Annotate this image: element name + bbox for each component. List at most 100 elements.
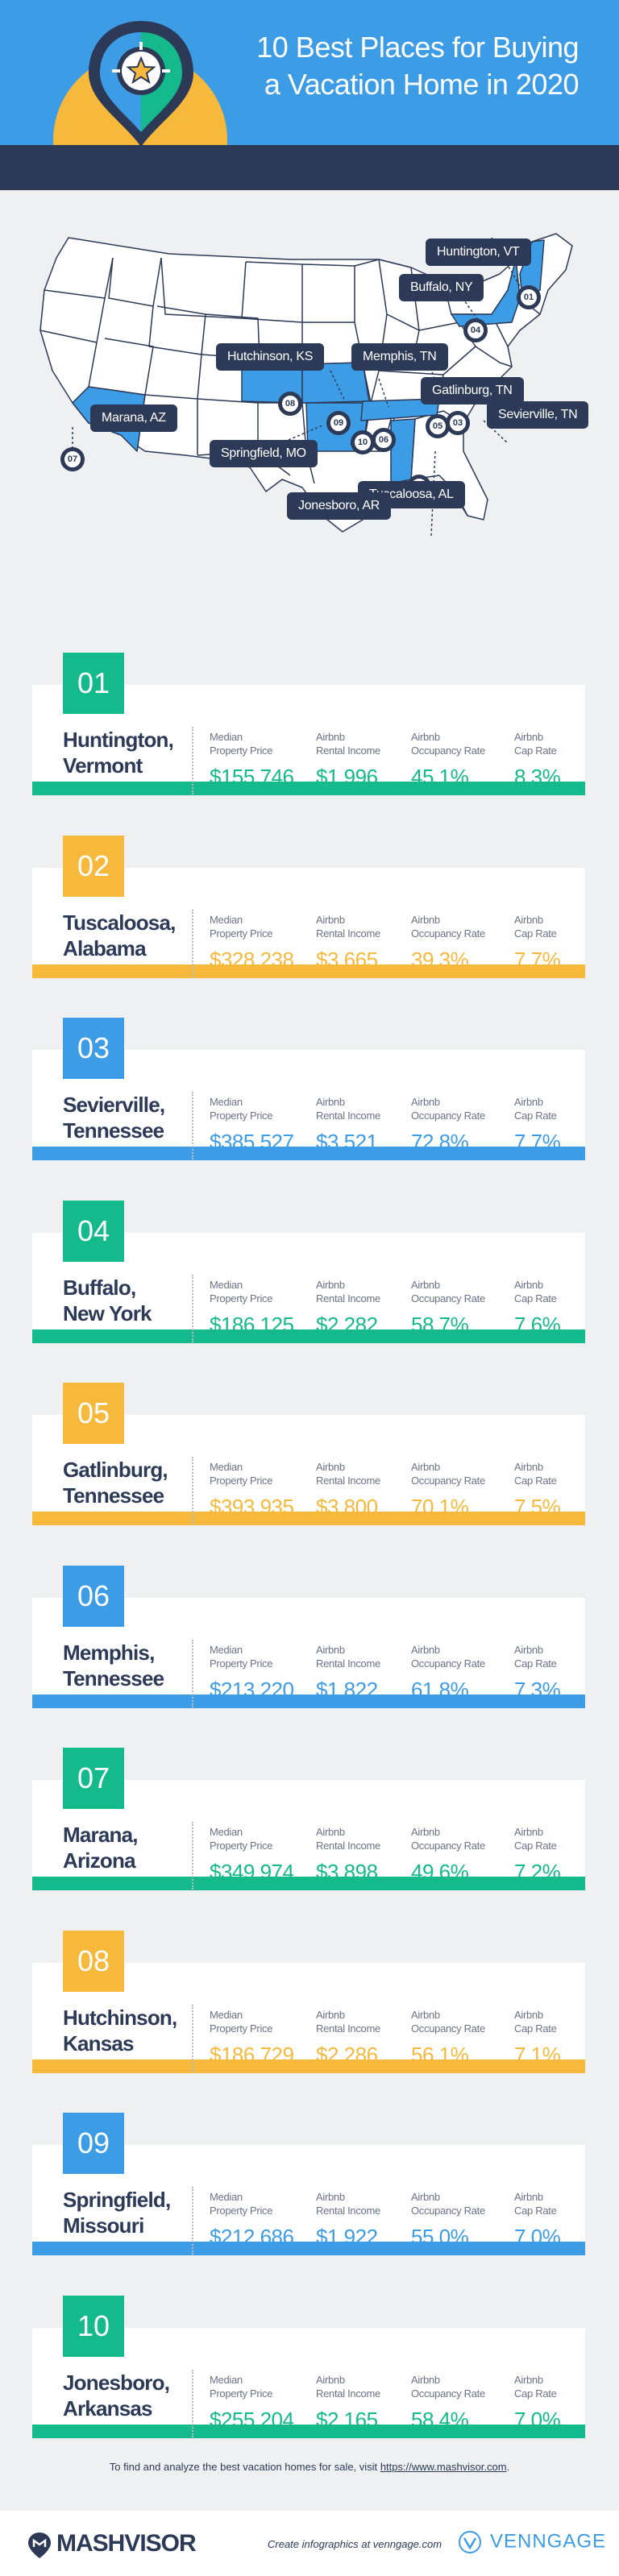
stat-cap: Airbnb Cap Rate 7.6% [514,1278,561,1339]
stat-value-price: $255,204 [210,2408,294,2432]
stat-occupancy: Airbnb Occupancy Rate 49.6% [411,1825,485,1886]
place-card: 05 Gatlinburg, Tennessee Median Property Pri… [32,1383,585,1526]
stat-value-income: $1,922 [316,2225,378,2249]
place-name: Hutchinson, Kansas [63,2005,184,2056]
stat-label-line-1: Airbnb [316,2009,345,2021]
stat-label-line-2: Cap Rate [514,745,557,757]
map-label-gatlinburg: Gatlinburg, TN [421,377,524,404]
stat-occupancy: Airbnb Occupancy Rate 58.4% [411,2373,485,2434]
map-marker-09[interactable]: 09 [326,411,351,435]
place-name: Gatlinburg, Tennessee [63,1457,184,1508]
stat-income: Airbnb Rental Income $1,822 [316,1643,380,1704]
stat-price: Median Property Price $212,686 [210,2190,294,2251]
mashvisor-logo[interactable]: MASHVISOR [27,2530,197,2558]
state-name: Arkansas [63,2396,152,2420]
stat-label-line-2: Rental Income [316,1840,380,1852]
map-marker-04[interactable]: 04 [463,318,488,342]
state-name: Vermont [63,753,143,778]
stat-value-income: $3,521 [316,1130,378,1154]
stat-occupancy: Airbnb Occupancy Rate 45.1% [411,730,485,791]
stat-value-cap: 7.2% [514,1860,561,1884]
map-label-sevierville: Sevierville, TN [487,401,589,429]
card-divider [192,2187,193,2255]
stat-label: Median Property Price [210,1460,293,1487]
stat-label: Median Property Price [210,1825,293,1852]
card-accent-bar [32,1877,585,1890]
stat-value-price: $155,746 [210,765,294,789]
venngage-logo[interactable]: VENNGAGE [458,2530,606,2554]
stat-value-occupancy: 56.1% [411,2043,469,2067]
stat-label-line-1: Airbnb [411,914,440,926]
stat-label-line-1: Airbnb [514,1096,543,1108]
stat-value-price: $213,220 [210,1678,294,1702]
stat-label-line-2: Occupancy Rate [411,745,485,757]
stat-label-line-1: Airbnb [316,1461,345,1473]
place-name: Sevierville, Tennessee [63,1092,184,1143]
map-marker-10[interactable]: 10 [351,430,375,454]
stat-label-line-2: Property Price [210,1292,273,1305]
card-body [32,1415,585,1512]
city-name: Huntington, [63,728,174,752]
map-marker-08[interactable]: 08 [278,392,302,416]
map-label-hutchinson: Hutchinson, KS [216,343,325,371]
stat-label: Airbnb Cap Rate [514,1460,560,1487]
stat-value-occupancy: 55.0% [411,2225,469,2249]
stat-cap: Airbnb Cap Rate 8.3% [514,730,561,791]
card-divider [192,727,193,794]
stat-price: Median Property Price $155,746 [210,730,294,791]
stat-label: Airbnb Rental Income [316,2190,380,2217]
stat-label: Airbnb Occupancy Rate [411,730,485,757]
stat-label: Median Property Price [210,1278,293,1305]
title-line-1: 10 Best Places for Buying [256,31,579,64]
stat-price: Median Property Price $328,238 [210,913,294,974]
stat-label-line-2: Property Price [210,745,273,757]
card-divider [192,910,193,977]
stat-label-line-2: Property Price [210,2205,273,2217]
rank-badge: 07 [63,1748,124,1809]
map-marker-06[interactable]: 06 [372,428,396,452]
stat-value-price: $349,974 [210,1860,294,1884]
rank-badge: 02 [63,836,124,897]
rank-badge: 10 [63,2296,124,2357]
stat-label: Airbnb Occupancy Rate [411,1460,485,1487]
rank-badge: 06 [63,1566,124,1627]
stat-label: Airbnb Cap Rate [514,2190,560,2217]
stat-label-line-2: Rental Income [316,745,380,757]
card-accent-bar [32,2060,585,2073]
stat-occupancy: Airbnb Occupancy Rate 72.8% [411,1095,485,1156]
stat-label-line-2: Occupancy Rate [411,2022,485,2035]
map-marker-07[interactable]: 07 [60,447,85,471]
stat-label-line-2: Rental Income [316,2205,380,2217]
stat-label-line-2: Property Price [210,2387,273,2400]
map-marker-05[interactable]: 05 [426,414,450,438]
state-name: Alabama [63,936,147,960]
stat-value-price: $328,238 [210,948,294,972]
stat-occupancy: Airbnb Occupancy Rate 58.7% [411,1278,485,1339]
stat-label-line-1: Airbnb [514,1644,543,1656]
stat-price: Median Property Price $385,527 [210,1095,294,1156]
stat-label-line-1: Median [210,2191,243,2203]
place-card: 07 Marana, Arizona Median Property Price $349… [32,1748,585,1891]
map-marker-01[interactable]: 01 [517,285,541,309]
stat-label-line-2: Rental Income [316,2387,380,2400]
stat-cap: Airbnb Cap Rate 7.0% [514,2190,561,2251]
venngage-credit[interactable]: Create infographics at venngage.com [268,2538,442,2550]
venngage-logo-icon [459,2531,481,2553]
us-map-graphic [39,233,573,537]
stat-value-cap: 8.3% [514,765,561,789]
stat-value-income: $2,286 [316,2043,378,2067]
stat-price: Median Property Price $186,729 [210,2008,294,2069]
mashvisor-link[interactable]: https://www.mashvisor.com [380,2461,507,2473]
stat-label: Airbnb Cap Rate [514,1278,560,1305]
stat-label-line-2: Rental Income [316,1657,380,1670]
city-name: Buffalo, [63,1276,136,1300]
stat-value-price: $385,527 [210,1130,294,1154]
city-name: Tuscaloosa, [63,911,176,935]
map-label-memphis: Memphis, TN [351,343,448,371]
stat-label-line-1: Airbnb [514,2009,543,2021]
place-name: Buffalo, New York [63,1275,184,1326]
rank-badge: 04 [63,1201,124,1262]
stat-label-line-2: Property Price [210,1110,273,1122]
stat-label-line-1: Airbnb [411,2374,440,2386]
place-card: 08 Hutchinson, Kansas Median Property Price $… [32,1931,585,2074]
